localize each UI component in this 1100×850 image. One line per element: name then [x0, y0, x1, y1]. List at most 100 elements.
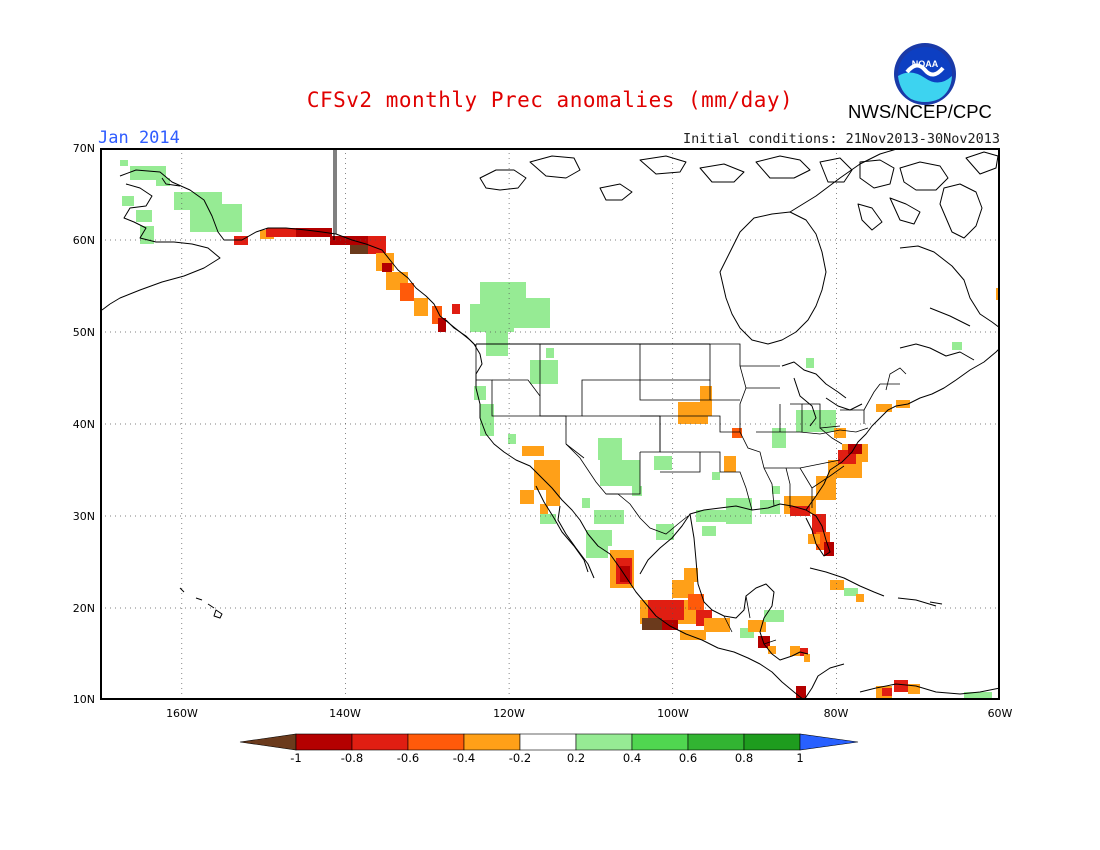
- anomaly-cell: [704, 618, 730, 632]
- anomaly-cell: [952, 342, 962, 350]
- lat-label: 70N: [72, 142, 95, 155]
- colorbar-segment: [575, 733, 633, 751]
- lat-label: 40N: [72, 418, 95, 431]
- colorbar-segment: [519, 733, 577, 751]
- anomaly-cell: [844, 588, 858, 596]
- map-frame: [100, 148, 1000, 700]
- anomaly-cell: [834, 428, 846, 438]
- anomaly-cell: [768, 646, 776, 654]
- anomaly-cell: [894, 680, 908, 692]
- colorbar-label: 1: [796, 751, 804, 765]
- anomaly-cell: [712, 472, 720, 480]
- lon-label: 160W: [166, 707, 198, 720]
- anomaly-cell: [400, 283, 414, 301]
- anomaly-cell: [830, 580, 844, 590]
- anomaly-cell: [796, 410, 836, 432]
- anomaly-cell: [540, 504, 548, 518]
- anomaly-cell: [882, 688, 892, 696]
- anomaly-cell: [470, 304, 514, 332]
- anomaly-cell: [856, 594, 864, 602]
- noaa-logo: NOAA: [894, 43, 956, 105]
- colorbar-segment: [295, 733, 353, 751]
- colorbar-label: 0.2: [566, 751, 586, 765]
- anomaly-cell: [432, 306, 442, 324]
- map-title: CFSv2 monthly Prec anomalies (mm/day): [306, 88, 794, 112]
- anomaly-cell: [748, 620, 766, 632]
- anomaly-cell: [700, 386, 712, 416]
- anomaly-cell: [620, 566, 630, 582]
- anomaly-cell: [534, 460, 560, 490]
- noaa-logo-text: NOAA: [912, 59, 939, 69]
- anomaly-cell: [474, 386, 486, 400]
- colorbar-label: 0.4: [622, 751, 642, 765]
- lat-lon-grid: [100, 148, 1000, 700]
- anomaly-cell: [414, 298, 428, 316]
- anomaly-cell: [600, 460, 640, 486]
- colorbar-label: -0.4: [452, 751, 476, 765]
- anomaly-cell: [140, 226, 154, 244]
- anomaly-cell: [522, 446, 544, 456]
- colorbar-segment: [631, 733, 689, 751]
- forecast-month: Jan 2014: [98, 128, 180, 148]
- colorbar-segment: [743, 733, 801, 751]
- anomaly-cell: [654, 456, 672, 470]
- colorbar-label: 0.8: [734, 751, 754, 765]
- colorbar-label: -0.8: [340, 751, 364, 765]
- colorbar-segment: [463, 733, 521, 751]
- anomaly-cell: [732, 428, 742, 438]
- state-borders: [475, 343, 907, 645]
- anomaly-cell: [896, 400, 910, 408]
- colorbar-label: -0.6: [396, 751, 420, 765]
- anomaly-cell: [672, 580, 694, 598]
- anomaly-cell: [688, 594, 704, 610]
- initial-conditions: Initial conditions: 21Nov2013-30Nov2013: [683, 131, 1000, 147]
- anomaly-cell: [662, 620, 678, 630]
- anomaly-cell: [740, 628, 754, 638]
- anomaly-cell: [546, 490, 560, 506]
- anomaly-cell: [808, 534, 820, 544]
- anomaly-cell: [848, 444, 862, 454]
- agency-label: NWS/NCEP/CPC: [848, 101, 992, 122]
- anomaly-cell: [772, 486, 780, 494]
- anomaly-cell: [122, 196, 134, 206]
- anomaly-cell: [546, 348, 554, 358]
- anomaly-cell: [656, 524, 674, 540]
- lon-label: 140W: [329, 707, 361, 720]
- anomaly-cell: [438, 318, 446, 332]
- lon-label: 120W: [493, 707, 525, 720]
- lat-label: 60N: [72, 234, 95, 247]
- anomaly-cell: [156, 178, 170, 186]
- anomaly-cell: [772, 428, 786, 448]
- anomaly-cell: [804, 654, 810, 662]
- anomaly-cell: [702, 526, 716, 536]
- colorbar-segment: [407, 733, 465, 751]
- anomaly-cell: [680, 630, 706, 640]
- lat-label: 20N: [72, 602, 95, 615]
- colorbar-end-high: [799, 733, 859, 751]
- anomaly-cell: [530, 360, 558, 384]
- anomaly-cell: [964, 692, 992, 698]
- anomaly-cell: [266, 228, 320, 237]
- lat-label: 50N: [72, 326, 95, 339]
- anomaly-cell: [876, 404, 892, 412]
- lon-label: 80W: [823, 707, 849, 720]
- anomaly-cell: [130, 166, 166, 180]
- anomaly-map: [100, 148, 1000, 700]
- anomaly-cell: [764, 610, 784, 622]
- anomaly-cell: [598, 438, 622, 460]
- anomaly-cell: [330, 236, 370, 245]
- anomaly-cell: [120, 160, 128, 166]
- anomaly-cell: [648, 600, 684, 620]
- anomaly-cell: [790, 506, 810, 516]
- colorbar: [239, 733, 859, 751]
- anomaly-cell: [800, 648, 808, 656]
- anomaly-cell: [136, 210, 152, 222]
- anomaly-cell: [540, 514, 556, 524]
- anomaly-cell: [806, 358, 814, 368]
- colorbar-label: 0.6: [678, 751, 698, 765]
- colorbar-segment: [687, 733, 745, 751]
- anomaly-cell: [586, 530, 612, 546]
- anomaly-cell: [594, 510, 624, 524]
- lon-label: 100W: [657, 707, 689, 720]
- anomaly-cell: [452, 304, 460, 314]
